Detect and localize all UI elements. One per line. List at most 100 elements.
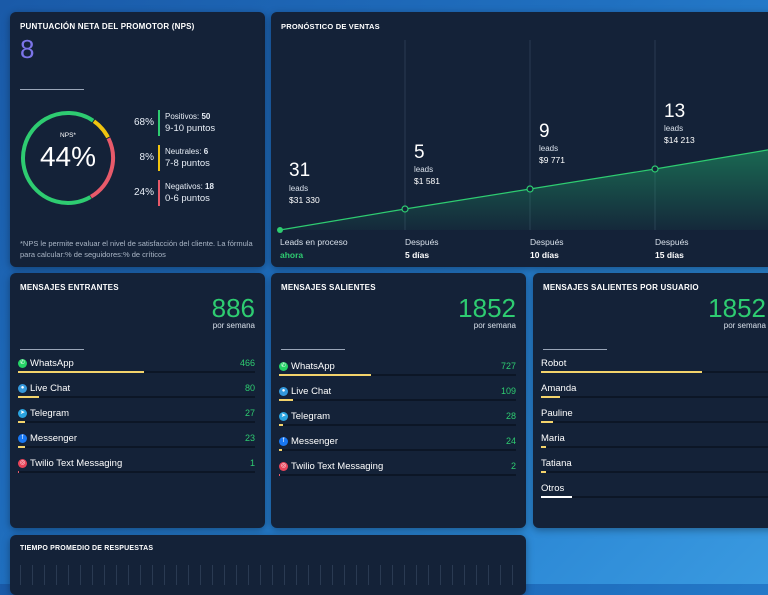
forecast-point	[527, 186, 533, 192]
incoming-per-week: por semana	[213, 321, 255, 330]
outgoing-messages-panel: MENSAJES SALIENTES 1852 por semana ✆What…	[271, 273, 526, 528]
nps-positive-pct: 68%	[132, 117, 154, 128]
forecast-amount-10: $9 771	[539, 155, 565, 165]
nps-negative-bar	[158, 180, 160, 206]
list-item-label: Telegram	[291, 411, 330, 422]
nps-positive-range: 9-10 puntos	[165, 123, 215, 134]
list-item-label: Messenger	[30, 433, 77, 444]
list-item-value: 727	[501, 361, 516, 371]
forecast-axis-sub-10: 10 días	[530, 250, 559, 260]
list-item-bar	[541, 396, 560, 398]
list-item-track	[18, 446, 255, 448]
list-item-track	[541, 446, 768, 448]
list-item-value: 2	[511, 461, 516, 471]
list-item-label: Telegram	[30, 408, 69, 419]
list-item-value: 23	[245, 433, 255, 443]
list-item: Tatiana	[541, 458, 768, 483]
list-item-track	[18, 396, 255, 398]
list-item: Pauline1	[541, 408, 768, 433]
forecast-leads-now: 31	[289, 160, 310, 182]
list-item-bar	[541, 421, 553, 423]
nps-divider	[20, 89, 84, 90]
nps-neutral-range: 7-8 puntos	[165, 158, 210, 169]
list-item-bar	[18, 446, 25, 448]
outgoing-title: MENSAJES SALIENTES	[281, 283, 376, 292]
nps-neutral-pct: 8%	[132, 152, 154, 163]
nps-gauge: NPS* 44%	[18, 108, 118, 208]
list-item-bar	[18, 471, 19, 473]
list-item-track	[541, 421, 768, 423]
forecast-axis-label-now: Leads en proceso	[280, 237, 348, 247]
list-item-bar	[541, 496, 572, 498]
messenger-icon: f	[279, 437, 288, 446]
messenger-icon: f	[18, 434, 27, 443]
twilio-icon: ◎	[18, 459, 27, 468]
nps-negative-pct: 24%	[132, 187, 154, 198]
forecast-axis-sub-15: 15 días	[655, 250, 684, 260]
nps-gauge-value: 44%	[18, 141, 118, 173]
nps-neutral-label: Neutrales:	[165, 147, 201, 156]
list-item-label: WhatsApp	[291, 361, 335, 372]
forecast-point	[277, 227, 283, 233]
list-item-bar	[541, 446, 546, 448]
incoming-total: 886	[212, 293, 255, 324]
list-item-value: 1	[250, 458, 255, 468]
per-user-total: 1852	[708, 293, 766, 324]
nps-neutral-count: 6	[204, 147, 208, 156]
list-item-label: Live Chat	[291, 386, 331, 397]
nps-positive-count: 50	[201, 112, 210, 121]
forecast-leads-10: 9	[539, 121, 550, 143]
forecast-leads-label: leads	[539, 144, 558, 153]
list-item-track	[279, 474, 516, 476]
telegram-icon: ➤	[279, 412, 288, 421]
forecast-leads-5: 5	[414, 142, 425, 164]
list-item: Maria	[541, 433, 768, 458]
per-user-title: MENSAJES SALIENTES POR USUARIO	[543, 283, 699, 292]
list-item-value: 109	[501, 386, 516, 396]
list-item-label: Robot	[541, 358, 566, 369]
list-item-label: Amanda	[541, 383, 576, 394]
list-item-label: Otros	[541, 483, 564, 494]
incoming-divider	[20, 349, 84, 350]
response-time-gridlines	[20, 565, 516, 585]
list-item-bar	[18, 421, 25, 423]
list-item-label: Twilio Text Messaging	[291, 461, 383, 472]
whatsapp-icon: ✆	[18, 359, 27, 368]
list-item-label: WhatsApp	[30, 358, 74, 369]
nps-gauge-caption: NPS*	[18, 132, 118, 139]
outgoing-divider	[281, 349, 345, 350]
forecast-axis-label-5: Después	[405, 237, 439, 247]
list-item-track	[541, 471, 768, 473]
nps-positive-bar	[158, 110, 160, 136]
forecast-axis-sub-now: ahora	[280, 250, 303, 260]
forecast-axis-label-10: Después	[530, 237, 564, 247]
list-item-label: Live Chat	[30, 383, 70, 394]
list-item-value: 27	[245, 408, 255, 418]
nps-positive-label: Positivos:	[165, 112, 199, 121]
list-item-track	[279, 399, 516, 401]
outgoing-per-user-panel: MENSAJES SALIENTES POR USUARIO 1852 por …	[533, 273, 768, 528]
list-item-track	[279, 424, 516, 426]
list-item-label: Maria	[541, 433, 565, 444]
list-item-bar	[541, 471, 546, 473]
forecast-leads-15: 13	[664, 101, 685, 123]
nps-panel: PUNTUACIÓN NETA DEL PROMOTOR (NPS) 8 NPS…	[10, 12, 265, 267]
list-item-value: 24	[506, 436, 516, 446]
list-item-bar	[279, 374, 371, 376]
list-item-bar	[279, 424, 283, 426]
nps-negative-range: 0-6 puntos	[165, 193, 214, 204]
live-chat-icon: ●	[279, 387, 288, 396]
incoming-title: MENSAJES ENTRANTES	[20, 283, 119, 292]
list-item-bar	[279, 449, 282, 451]
list-item: Robot12	[541, 358, 768, 383]
list-item-track	[279, 374, 516, 376]
nps-title: PUNTUACIÓN NETA DEL PROMOTOR (NPS)	[20, 22, 195, 31]
list-item-bar	[279, 399, 293, 401]
